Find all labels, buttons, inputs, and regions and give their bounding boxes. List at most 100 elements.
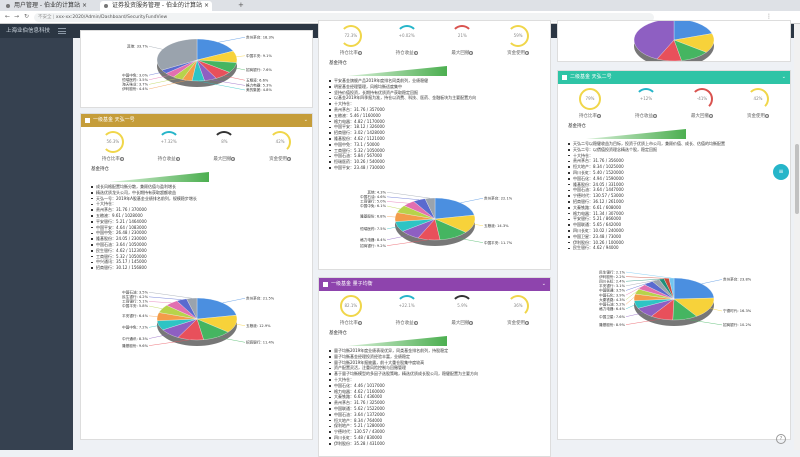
pie-label: 民生银行: 2.1% xyxy=(599,269,625,274)
gauge-label-text: 持仓收益 xyxy=(395,51,414,56)
holding-item: 贵州茅台：31.76 / 325000 xyxy=(329,400,550,406)
gauge-label-text: 最大回撤 xyxy=(213,157,232,162)
holding-item: 五粮液：5.46 / 1160000 xyxy=(329,113,550,119)
pie-label-line xyxy=(235,55,245,57)
back-icon[interactable]: ← xyxy=(5,13,11,20)
gauge-label: 持仓比率 i xyxy=(565,113,615,119)
pie-slice[interactable] xyxy=(673,20,713,41)
pie-label: 五粮液: 6.6% xyxy=(246,77,269,82)
pie-slice[interactable] xyxy=(673,277,715,300)
brand-title: 上海业伯信息科技 xyxy=(6,28,51,34)
gauge: 82.1% 持仓比率 i xyxy=(326,295,376,326)
info-icon[interactable]: i xyxy=(175,157,180,161)
holding-item: 工商银行：5.32 / 1050000 xyxy=(91,254,312,260)
pie-label: 贵州茅台: 23.8% xyxy=(723,277,752,282)
pie-label: 四川长虹: 2.4% xyxy=(599,279,625,284)
info-icon[interactable]: i xyxy=(413,321,418,325)
note-item: 精选优质龙头公司，中长期持有获取超额收益 xyxy=(91,190,312,196)
pie-slice[interactable] xyxy=(434,197,474,219)
profile-icon[interactable]: ⋮ xyxy=(766,13,772,20)
url-text: xxx-xx:2020/Admin/Dashboard/SecurityFund… xyxy=(55,15,168,20)
info-icon[interactable]: i xyxy=(469,321,474,325)
browser-tab[interactable]: 用户管理 - 伯业的计算站 × xyxy=(2,1,90,11)
gauge-ring: 79% xyxy=(579,88,601,110)
info-icon[interactable]: i xyxy=(709,114,713,118)
url-input[interactable]: 不安全 | xxx-xx:2020/Admin/Dashboard/Securi… xyxy=(34,13,654,22)
pie-slice[interactable] xyxy=(668,277,675,300)
holding-item: 保利地产：5.21 / 1280000 xyxy=(329,423,550,429)
info-icon[interactable]: i xyxy=(525,51,530,55)
help-icon[interactable]: ? xyxy=(776,434,786,444)
holdings-pie-chart: 贵州茅台: 21.5% 五粮液: 12.9% 招商银行: 11.4% 隆基股份: 9.… xyxy=(122,289,275,347)
pie-label-line xyxy=(148,75,170,80)
gauge-ring: 72.3% xyxy=(339,25,362,47)
close-tab-icon[interactable]: × xyxy=(203,2,209,9)
gauge-ring: 21% xyxy=(451,25,474,47)
info-icon[interactable]: i xyxy=(597,114,601,118)
pie-label: 中国平安: 5.8% xyxy=(122,303,148,308)
new-tab-button[interactable]: + xyxy=(238,1,244,9)
favicon-icon xyxy=(104,4,108,8)
note-item: 以基金2019年四季报为准，持仓以消费、科技、医药、金融板块为主要配置方向 xyxy=(329,95,550,101)
holding-item: 贵州茅台：31.76 / 356000 xyxy=(568,158,790,164)
browser-tab-active[interactable]: 证券投资服务管理 - 伯业的计算站 × xyxy=(100,1,212,11)
pie-label: 恒瑞医药: 3.5% xyxy=(122,77,148,82)
gauge-ring: 56.3% xyxy=(101,131,124,153)
info-icon[interactable]: i xyxy=(231,157,236,161)
pie-label: 中国石化: 3.9% xyxy=(599,292,625,297)
security-indicator: 不安全 | xyxy=(38,15,55,20)
card-header[interactable]: 一级基金 量子均衡 ⌄ xyxy=(319,278,550,291)
info-icon[interactable]: i xyxy=(765,114,769,118)
gauge-ring: 42% xyxy=(747,88,769,110)
gauge-row: 79% 持仓比率 i +12% 持仓收益 i -41% 最大回撤 i 42% 资金使用 i xyxy=(558,84,790,119)
pie-label-line xyxy=(148,291,192,299)
holding-item: 中国卫星：23.48 / 73000 xyxy=(568,234,790,240)
holding-item: 恒瑞医药：10.26 / 540000 xyxy=(329,159,550,165)
collapse-chevron-icon[interactable]: ⌄ xyxy=(541,281,546,287)
card-header[interactable]: 二级基金 天弘二号 ⌄ xyxy=(558,71,790,84)
pie-label: 平安银行: 3.1% xyxy=(599,283,625,288)
info-icon[interactable]: i xyxy=(357,321,362,325)
float-action-button[interactable]: ≡ xyxy=(773,164,789,180)
info-icon[interactable]: i xyxy=(413,51,418,55)
reload-icon[interactable]: ↻ xyxy=(24,13,30,20)
info-icon[interactable]: i xyxy=(119,157,124,161)
gauge-label: 持仓收益 i xyxy=(382,320,432,326)
info-icon[interactable]: i xyxy=(525,321,530,325)
collapse-chevron-icon[interactable]: ⌄ xyxy=(781,74,786,80)
info-icon[interactable]: i xyxy=(287,157,292,161)
gauge: 72.3% 持仓比率 i xyxy=(326,25,376,56)
gauge-label-text: 最大回撤 xyxy=(691,114,709,119)
pie-slice[interactable] xyxy=(185,297,197,320)
close-tab-icon[interactable]: × xyxy=(81,2,87,9)
pie-label-line xyxy=(216,336,245,343)
pie-slice[interactable] xyxy=(633,20,675,60)
holding-item: 中国联通：5.65 / 642000 xyxy=(568,222,790,228)
holding-item: 平安银行：5.21 / 866000 xyxy=(568,216,790,222)
pie-label: 恒瑞医药: 7.5% xyxy=(360,226,386,231)
card-header[interactable]: 一级基金 天弘一号 ⌄ xyxy=(81,114,312,127)
holdings-list: 量子均衡2019年度业绩表现优异，同类基金排名前列，持股稳定 量子均衡基金经理投资… xyxy=(319,348,550,447)
holding-item: 中国平安：23.48 / 730000 xyxy=(329,165,550,171)
pie-label-line xyxy=(148,46,163,50)
gauge-value: +12% xyxy=(639,96,653,101)
pie-slice[interactable] xyxy=(196,297,237,320)
pie-label: 五粮液: 12.9% xyxy=(246,323,271,328)
holding-item: 中国石油：3.64 / 1050000 xyxy=(91,242,312,248)
collapse-chevron-icon[interactable]: ⌄ xyxy=(303,117,308,123)
info-icon[interactable]: i xyxy=(357,51,362,55)
menu-toggle-icon[interactable] xyxy=(58,28,66,34)
pie-label: 伊利股份: 2.2% xyxy=(599,274,625,279)
forward-icon[interactable]: → xyxy=(14,13,20,20)
gauge-value: 21% xyxy=(457,33,467,38)
info-icon[interactable]: i xyxy=(469,51,474,55)
pie-label: 中国中免: 7.2% xyxy=(122,324,148,329)
pie-label-line xyxy=(233,67,245,71)
info-icon[interactable]: i xyxy=(653,114,657,118)
pie-slice[interactable] xyxy=(156,38,197,71)
scrollbar[interactable] xyxy=(794,24,800,450)
gauge-label: 持仓比率 i xyxy=(326,50,376,56)
scrollbar-thumb[interactable] xyxy=(795,144,799,214)
pie-label-line xyxy=(685,319,723,326)
pie-slice[interactable] xyxy=(196,38,233,61)
